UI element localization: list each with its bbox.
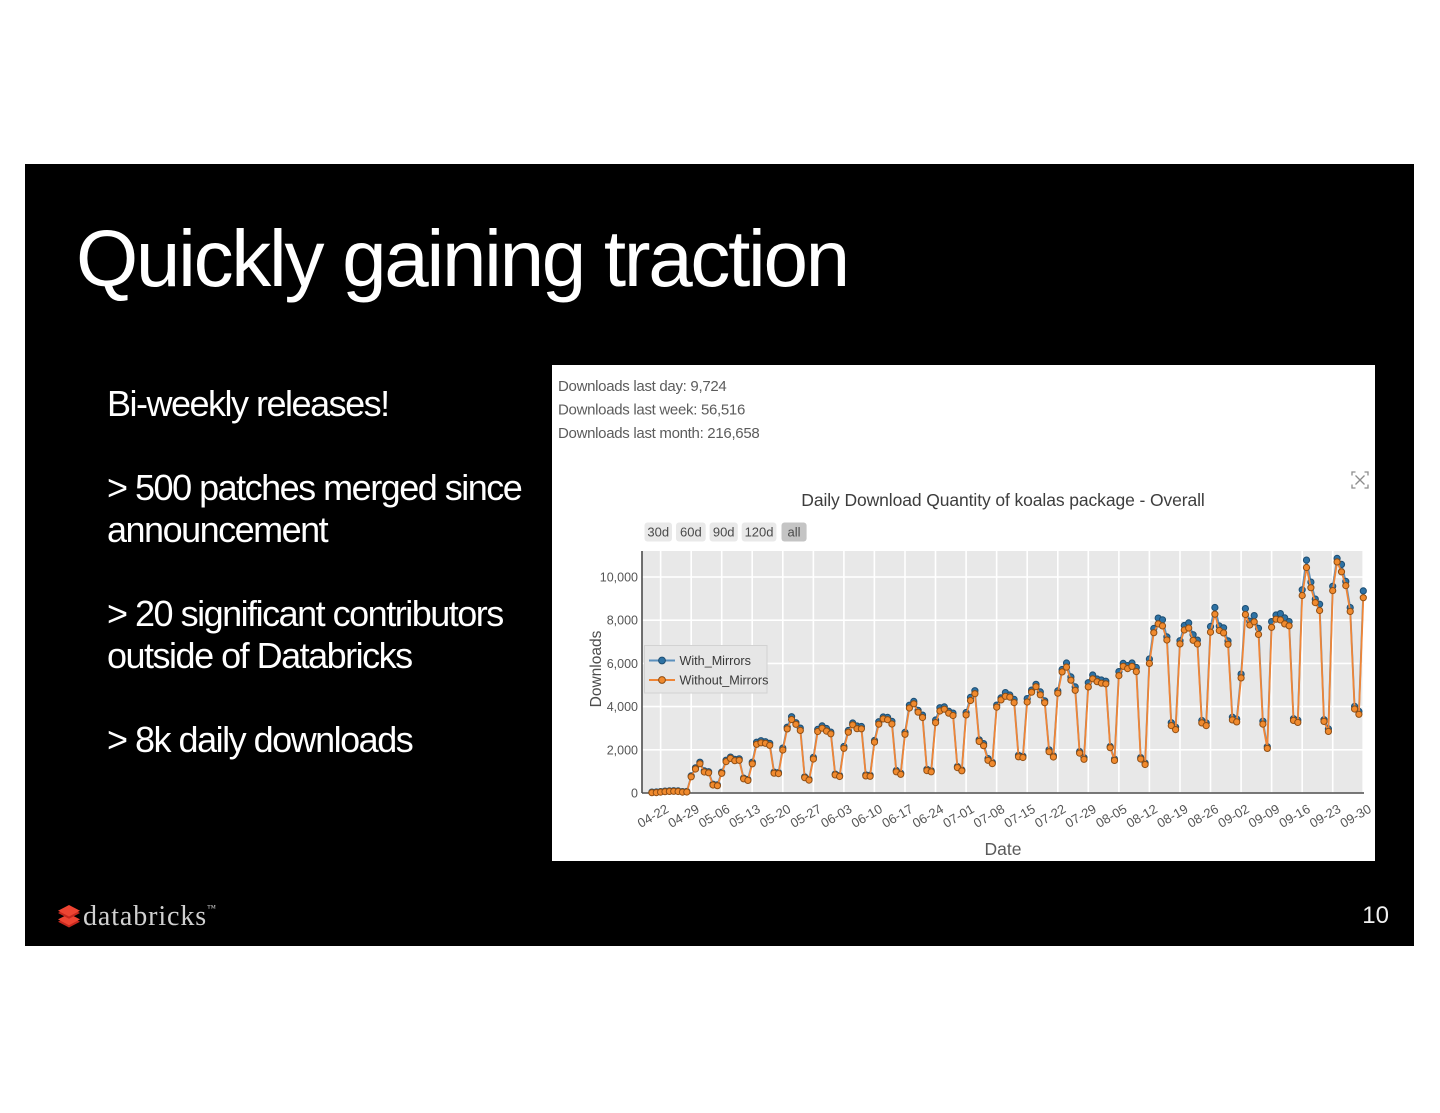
svg-text:Downloads last month: 216,658: Downloads last month: 216,658 <box>558 425 759 442</box>
svg-text:4,000: 4,000 <box>607 700 638 714</box>
svg-text:8,000: 8,000 <box>607 614 638 628</box>
svg-text:60d: 60d <box>680 524 702 539</box>
svg-text:Downloads last week: 56,516: Downloads last week: 56,516 <box>558 401 745 418</box>
svg-text:10,000: 10,000 <box>600 571 638 585</box>
svg-text:Downloads last day: 9,724: Downloads last day: 9,724 <box>558 378 726 395</box>
svg-text:Without_Mirrors: Without_Mirrors <box>680 674 769 688</box>
svg-text:6,000: 6,000 <box>607 657 638 671</box>
svg-text:2,000: 2,000 <box>607 743 638 757</box>
svg-text:30d: 30d <box>647 524 669 539</box>
svg-text:Date: Date <box>985 839 1022 859</box>
svg-text:Downloads: Downloads <box>588 630 605 707</box>
svg-text:90d: 90d <box>713 524 735 539</box>
svg-text:0: 0 <box>631 787 638 801</box>
svg-text:120d: 120d <box>745 524 774 539</box>
svg-text:With_Mirrors: With_Mirrors <box>680 654 751 668</box>
svg-text:Daily Download Quantity of koa: Daily Download Quantity of koalas packag… <box>801 490 1204 510</box>
svg-text:all: all <box>788 524 801 539</box>
